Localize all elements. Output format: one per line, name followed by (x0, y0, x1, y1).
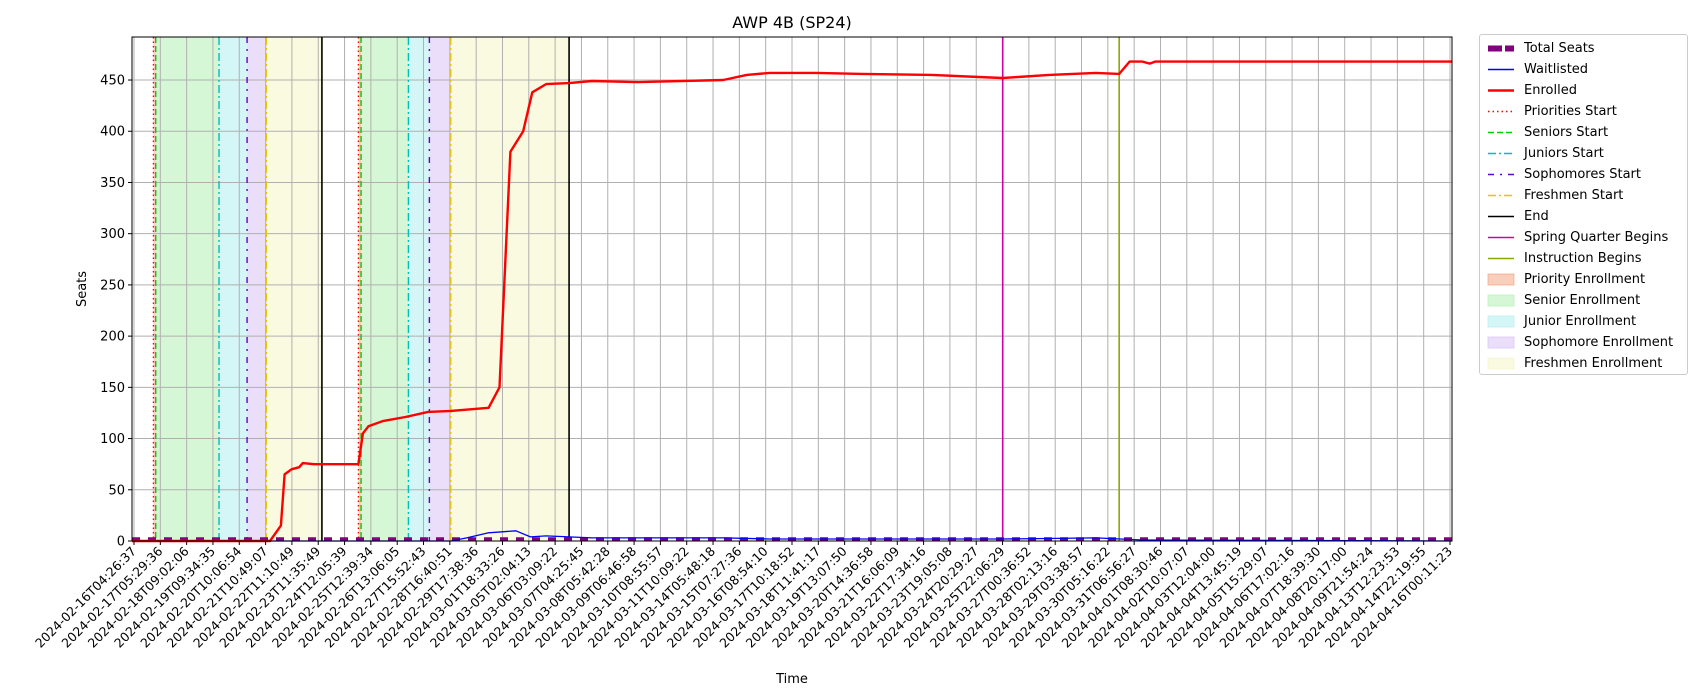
legend-key-enrolled (1488, 89, 1514, 92)
legend-item-sophomores-start: Sophomores Start (1480, 165, 1687, 184)
legend-key-priorities-start (1488, 110, 1514, 113)
legend-item-seniors-start: Seniors Start (1480, 123, 1687, 142)
y-tick-label: 400 (100, 125, 125, 140)
legend-key-spring-quarter-begins (1488, 236, 1514, 239)
span-priority-enrollment (153, 37, 156, 541)
grid (132, 37, 1452, 542)
legend-item-total-seats: Total Seats (1480, 39, 1687, 58)
y-axis-ticks: 0 50 100 150 200 250 300 350 400 450 (100, 74, 132, 550)
legend-key-instruction-begins (1488, 257, 1514, 260)
legend-key-seniors-start (1488, 131, 1514, 134)
legend-label: Sophomores Start (1524, 167, 1641, 182)
span-sophomore-enrollment (429, 37, 451, 541)
legend-label: Priority Enrollment (1524, 272, 1646, 287)
legend-key-sophomores-start (1488, 173, 1514, 176)
legend-label: Priorities Start (1524, 104, 1617, 119)
legend-item-sophomore-enrollment: Sophomore Enrollment (1480, 333, 1687, 352)
legend-item-waitlisted: Waitlisted (1480, 60, 1687, 79)
legend-label: Instruction Begins (1524, 251, 1642, 266)
legend-item-junior-enrollment: Junior Enrollment (1480, 312, 1687, 331)
span-senior-enrollment (361, 37, 409, 541)
series-waitlisted (132, 530, 1453, 542)
legend-item-freshmen-enrollment: Freshmen Enrollment (1480, 354, 1687, 373)
legend: Total Seats Waitlisted Enrolled Priorities … (1479, 34, 1688, 375)
legend-label: Spring Quarter Begins (1524, 230, 1669, 245)
span-junior-enrollment (219, 37, 248, 541)
legend-item-priorities-start: Priorities Start (1480, 102, 1687, 121)
x-axis-ticks: 2024-02-16T04:26:372024-02-17T05:29:3620… (32, 541, 1455, 651)
legend-item-freshmen-start: Freshmen Start (1480, 186, 1687, 205)
span-senior-enrollment (155, 37, 220, 541)
y-tick-label: 50 (108, 483, 125, 498)
legend-label: Junior Enrollment (1524, 314, 1637, 329)
legend-item-senior-enrollment: Senior Enrollment (1480, 291, 1687, 310)
legend-label: Freshmen Enrollment (1524, 356, 1663, 371)
legend-item-enrolled: Enrolled (1480, 81, 1687, 100)
legend-label: End (1524, 209, 1549, 224)
legend-key-juniors-start (1488, 152, 1514, 155)
legend-label: Total Seats (1524, 41, 1595, 56)
span-sophomore-enrollment (247, 37, 267, 541)
series-lines (132, 60, 1453, 543)
y-tick-label: 150 (100, 381, 125, 396)
span-junior-enrollment (408, 37, 430, 541)
span-freshmen-enrollment (266, 37, 322, 541)
legend-label: Seniors Start (1524, 125, 1609, 140)
legend-label: Senior Enrollment (1524, 293, 1641, 308)
y-tick-label: 350 (100, 176, 125, 191)
legend-key-senior-enrollment (1487, 294, 1515, 307)
y-tick-label: 100 (100, 432, 125, 447)
legend-label: Juniors Start (1524, 146, 1604, 161)
y-tick-label: 0 (117, 535, 125, 550)
legend-item-end: End (1480, 207, 1687, 226)
enrollment-spans (153, 37, 570, 541)
legend-key-freshmen-start (1488, 194, 1514, 197)
legend-item-spring-quarter-begins: Spring Quarter Begins (1480, 228, 1687, 247)
legend-key-freshmen-enrollment (1487, 357, 1515, 370)
legend-key-end (1488, 215, 1514, 218)
y-axis-label: Seats (75, 271, 90, 307)
legend-item-instruction-begins: Instruction Begins (1480, 249, 1687, 268)
series-enrolled (132, 60, 1452, 543)
y-tick-label: 450 (100, 74, 125, 89)
legend-label: Sophomore Enrollment (1524, 335, 1674, 350)
legend-key-total-seats (1488, 45, 1514, 52)
y-tick-label: 300 (100, 227, 125, 242)
legend-key-sophomore-enrollment (1487, 336, 1515, 349)
span-priority-enrollment (358, 37, 362, 541)
span-freshmen-enrollment (450, 37, 570, 541)
legend-item-juniors-start: Juniors Start (1480, 144, 1687, 163)
y-tick-label: 200 (100, 330, 125, 345)
legend-key-junior-enrollment (1487, 315, 1515, 328)
legend-label: Enrolled (1524, 83, 1577, 98)
x-axis-label: Time (775, 672, 808, 687)
legend-label: Freshmen Start (1524, 188, 1624, 203)
y-tick-label: 250 (100, 278, 125, 293)
legend-key-waitlisted (1488, 68, 1514, 71)
legend-label: Waitlisted (1524, 62, 1589, 77)
legend-key-priority-enrollment (1487, 273, 1515, 286)
chart-title: AWP 4B (SP24) (732, 13, 852, 32)
legend-item-priority-enrollment: Priority Enrollment (1480, 270, 1687, 289)
